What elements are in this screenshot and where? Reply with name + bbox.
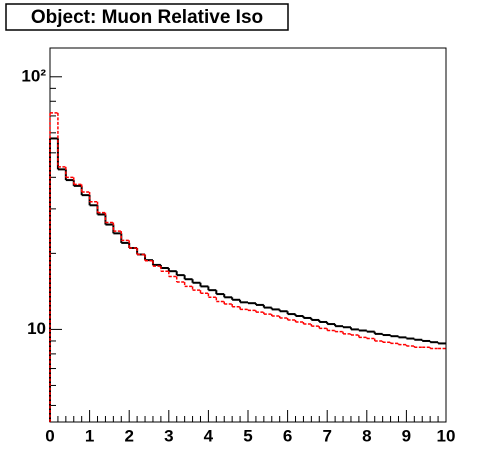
x-tick-label: 2 [124, 426, 133, 445]
x-tick-label: 0 [45, 426, 54, 445]
x-tick-label: 3 [164, 426, 173, 445]
y-tick-label: 10 [27, 319, 46, 338]
x-tick-label: 10 [437, 426, 456, 445]
x-tick-label: 8 [362, 426, 371, 445]
chart-title: Object: Muon Relative Iso [31, 7, 263, 28]
x-tick-label: 6 [283, 426, 292, 445]
x-tick-label: 4 [204, 426, 214, 445]
title-box [5, 3, 289, 31]
x-tick-label: 7 [322, 426, 331, 445]
x-tick-label: 5 [243, 426, 252, 445]
x-tick-label: 1 [85, 426, 94, 445]
plot-frame [49, 47, 447, 423]
x-tick-label: 9 [402, 426, 411, 445]
y-tick-label: 10² [21, 66, 46, 85]
